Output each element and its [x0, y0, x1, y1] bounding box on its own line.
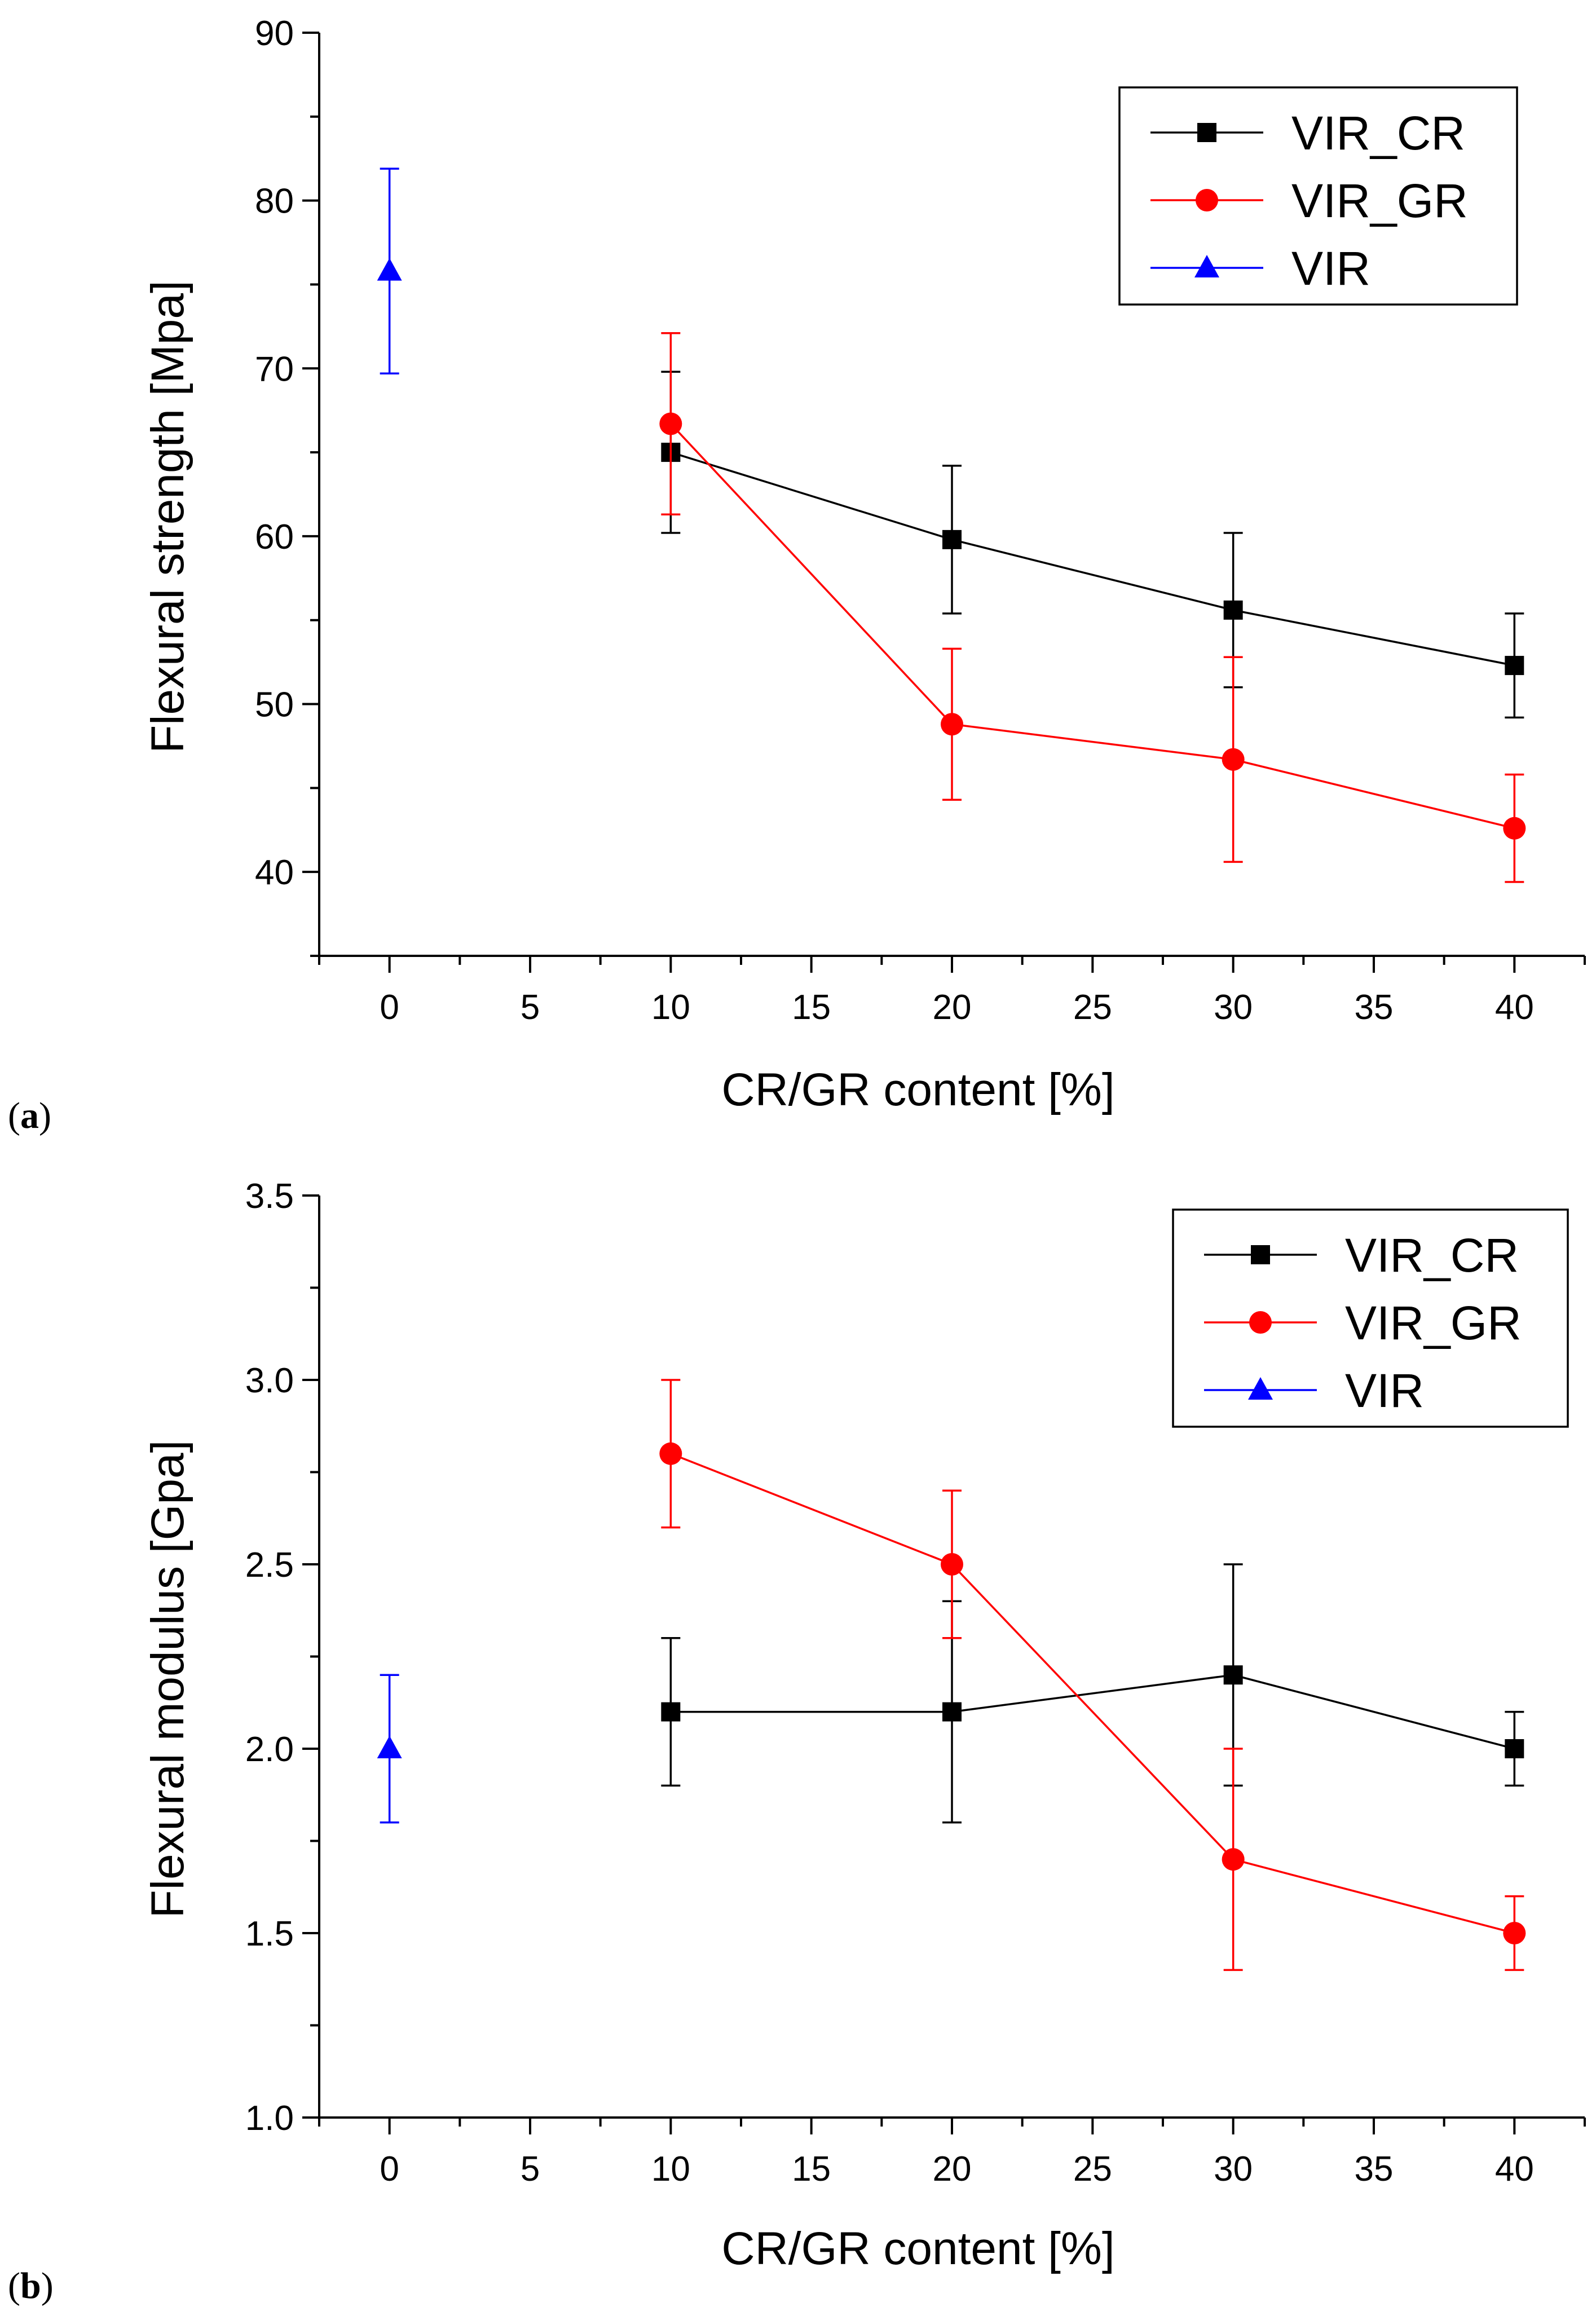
legend-marker	[1194, 255, 1219, 277]
legend-label: VIR_CR	[1345, 1229, 1519, 1282]
y-axis-label: Flexural strength [Mpa]	[142, 280, 193, 753]
x-tick-label: 40	[1495, 2150, 1534, 2189]
panel-label: (b)	[8, 2265, 54, 2306]
chart-panel-a: 40 50 60 70 80 90 0 5 10 15 20 25 30 35 40 CR/GR conten…	[8, 14, 1586, 1136]
data-point	[1503, 817, 1526, 840]
y-tick-label: 3.5	[245, 1177, 294, 1216]
data-point	[377, 258, 402, 281]
y-axis-label: Flexural modulus [Gpa]	[142, 1440, 193, 1918]
data-point	[942, 530, 962, 549]
x-tick-label: 35	[1355, 2150, 1394, 2189]
series-vir-gr	[659, 332, 1526, 883]
panel-label: (a)	[8, 1095, 51, 1136]
x-axis-label: CR/GR content [%]	[721, 2223, 1114, 2274]
x-tick-label: 30	[1214, 2150, 1253, 2189]
x-tick-label: 0	[380, 2150, 399, 2189]
chart-panel-b: 1.0 1.5 2.0 2.5 3.0 3.5 0 5 10 15 20 25 30 35 40 CR/GR …	[8, 1177, 1586, 2306]
series-vir-cr	[661, 1563, 1524, 1824]
x-tick-label: 35	[1355, 988, 1394, 1027]
y-tick-label: 2.0	[245, 1730, 294, 1769]
x-tick-label: 15	[792, 2150, 831, 2189]
series-vir	[377, 1674, 402, 1824]
legend-label: VIR	[1291, 242, 1370, 295]
series-vir	[377, 167, 402, 374]
legend-label: VIR	[1345, 1364, 1424, 1417]
legend-label: VIR_GR	[1291, 174, 1468, 227]
data-point	[659, 412, 682, 435]
legend-marker	[1197, 123, 1216, 142]
x-tick-label: 10	[651, 2150, 690, 2189]
legend-label: VIR_GR	[1345, 1296, 1522, 1349]
y-tick-label: 40	[255, 853, 294, 892]
data-point	[942, 1702, 962, 1722]
data-point	[1503, 1922, 1526, 1944]
x-tick-label: 10	[651, 988, 690, 1027]
series-line	[671, 1674, 1515, 1750]
x-axis-label: CR/GR content [%]	[721, 1064, 1114, 1115]
data-point	[941, 1553, 963, 1576]
data-point	[659, 1442, 682, 1465]
data-point	[377, 1736, 402, 1758]
data-point	[1223, 1665, 1243, 1685]
x-tick-label: 25	[1073, 988, 1112, 1027]
x-tick-label: 20	[933, 988, 972, 1027]
data-point	[661, 1702, 681, 1722]
x-tick-label: 40	[1495, 988, 1534, 1027]
legend-marker	[1196, 189, 1218, 211]
y-tick-label: 50	[255, 686, 294, 725]
data-point	[941, 713, 963, 736]
data-point	[1505, 656, 1524, 676]
legend: VIR_CR VIR_GR VIR	[1172, 1208, 1569, 1428]
x-tick-label: 5	[521, 988, 540, 1027]
legend: VIR_CR VIR_GR VIR	[1118, 86, 1518, 306]
y-tick-label: 70	[255, 350, 294, 389]
x-tick-label: 5	[521, 2150, 540, 2189]
data-point	[1223, 600, 1243, 620]
data-point	[1222, 748, 1245, 771]
data-point	[1505, 1739, 1524, 1758]
x-tick-label: 15	[792, 988, 831, 1027]
y-tick-label: 1.0	[245, 2099, 294, 2138]
legend-marker	[1248, 1377, 1273, 1400]
y-tick-label: 90	[255, 14, 294, 53]
x-tick-label: 20	[933, 2150, 972, 2189]
series-line	[670, 1453, 1515, 1934]
legend-label: VIR_CR	[1291, 107, 1465, 160]
legend-marker	[1251, 1245, 1270, 1264]
x-tick-label: 0	[380, 988, 399, 1027]
series-vir-gr	[659, 1379, 1526, 1971]
legend-marker	[1249, 1311, 1272, 1334]
y-tick-label: 1.5	[245, 1915, 294, 1953]
y-tick-label: 3.0	[245, 1361, 294, 1400]
series-line	[670, 451, 1515, 667]
series-vir-cr	[661, 370, 1524, 719]
x-tick-label: 30	[1214, 988, 1253, 1027]
y-tick-label: 2.5	[245, 1546, 294, 1585]
series-line	[670, 423, 1515, 830]
y-tick-label: 80	[255, 182, 294, 221]
x-tick-label: 25	[1073, 2150, 1112, 2189]
data-point	[1222, 1848, 1245, 1871]
y-tick-label: 60	[255, 518, 294, 557]
